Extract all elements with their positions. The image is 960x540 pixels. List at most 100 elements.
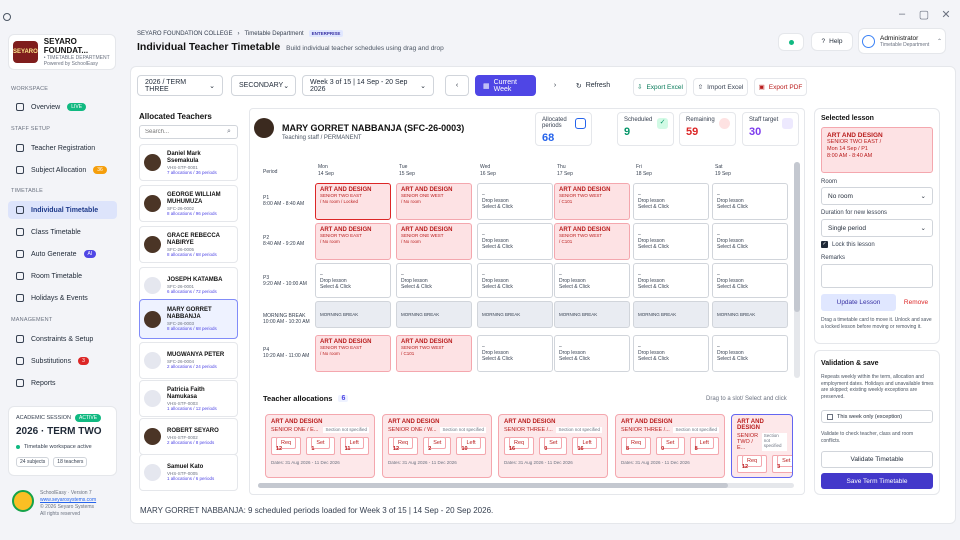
- week-select[interactable]: Week 3 of 15 | 14 Sep - 20 Sep 2026 ⌄: [302, 75, 434, 96]
- remarks-input[interactable]: [821, 264, 933, 288]
- breadcrumb-school[interactable]: SEYARO FOUNDATION COLLEGE: [137, 30, 233, 37]
- nav-subject-allocation[interactable]: Subject Allocation 36: [8, 161, 117, 179]
- close-button[interactable]: ✕: [941, 9, 951, 21]
- prev-week-button[interactable]: ‹: [445, 75, 469, 96]
- maximize-button[interactable]: ▢: [918, 9, 930, 21]
- empty-slot[interactable]: – Drop lesson Select & Click: [712, 183, 788, 220]
- empty-slot[interactable]: – Drop lesson Select & Click: [554, 335, 630, 372]
- nav-individual-timetable[interactable]: Individual Timetable: [8, 201, 117, 219]
- nav-room-timetable[interactable]: Room Timetable: [8, 267, 117, 285]
- period-time: 10:20 AM - 11:00 AM: [263, 353, 310, 359]
- remove-lesson-button[interactable]: Remove: [903, 299, 929, 306]
- save-term-timetable-button[interactable]: Save Term Timetable: [821, 473, 933, 489]
- stat-allocated: Allocated periods 68: [535, 112, 592, 146]
- help-button[interactable]: ? Help: [811, 32, 853, 51]
- validate-timetable-button[interactable]: Validate Timetable: [821, 451, 933, 468]
- nav-reports[interactable]: Reports: [8, 374, 117, 392]
- allocation-card[interactable]: ART AND DESIGN SENIOR ONE / W... Section n…: [382, 414, 492, 478]
- footer-url[interactable]: www.seyarosystems.com: [40, 497, 97, 503]
- day-header: Tue 15 Sep: [399, 164, 415, 177]
- this-week-checkbox[interactable]: [827, 413, 833, 420]
- day-header: Thu 17 Sep: [557, 164, 573, 177]
- empty-slot[interactable]: – Drop lesson Select & Click: [633, 335, 709, 372]
- minimize-button[interactable]: –: [898, 8, 906, 20]
- user-menu[interactable]: Administrator Timetable Department ⌃: [858, 28, 946, 54]
- lesson-cell[interactable]: ART AND DESIGN SENIOR TWO WEST / C101: [396, 335, 472, 372]
- section-select[interactable]: SECONDARY ⌄: [231, 75, 296, 96]
- subject-count-badge: 36: [93, 166, 107, 174]
- breadcrumb-department[interactable]: Timetable Department: [244, 30, 304, 37]
- lesson-cell[interactable]: ART AND DESIGN SENIOR TWO WEST / C101: [554, 223, 630, 260]
- teacher-search-input[interactable]: [139, 125, 238, 139]
- allocation-card[interactable]: ART AND DESIGN SENIOR ONE / E... Section n…: [265, 414, 375, 478]
- slot-drop-text: Drop lesson: [482, 278, 509, 284]
- empty-slot[interactable]: – Drop lesson Select & Click: [633, 183, 709, 220]
- lesson-subject: ART AND DESIGN: [401, 339, 453, 345]
- allocation-card[interactable]: ART AND DESIGN SENIOR THREE /... Section n…: [615, 414, 725, 478]
- duration-select[interactable]: Single period ⌄: [821, 219, 933, 237]
- export-pdf-button[interactable]: ▣ Export PDF: [754, 78, 807, 96]
- slot-select-text: Select & Click: [638, 244, 669, 250]
- nav-auto-generate-label: Auto Generate: [31, 250, 77, 258]
- horizontal-scrollbar[interactable]: [258, 483, 794, 488]
- teacher-card[interactable]: GEORGE WILLIAM MUHUMUZA SFC-26-0002 8 allo…: [139, 185, 238, 222]
- room-select[interactable]: No room ⌄: [821, 187, 933, 205]
- lesson-subject: ART AND DESIGN: [320, 187, 372, 193]
- stat-scheduled: Scheduled 9 ✓: [617, 112, 674, 146]
- teacher-card[interactable]: Patricia Faith Namukasa VHS-STF-0003 1 all…: [139, 380, 238, 417]
- empty-slot[interactable]: – Drop lesson Select & Click: [712, 335, 788, 372]
- empty-slot[interactable]: – Drop lesson Select & Click: [712, 223, 788, 260]
- empty-slot[interactable]: – Drop lesson Select & Click: [477, 223, 553, 260]
- vertical-scrollbar[interactable]: [794, 162, 800, 378]
- next-week-button[interactable]: ›: [543, 75, 567, 96]
- teacher-card[interactable]: MARY GORRET NABBANJA SFC-26-0003 8 allocat…: [139, 299, 238, 339]
- current-week-button[interactable]: ▦ Current Week: [475, 75, 536, 96]
- allocation-card[interactable]: ART AND DESIGN SENIOR TWO / E... Section n…: [731, 414, 793, 478]
- allocation-card[interactable]: ART AND DESIGN SENIOR THREE /... Section n…: [498, 414, 608, 478]
- lesson-cell[interactable]: ART AND DESIGN SENIOR TWO EAST / No room: [315, 223, 391, 260]
- page-title-row: Individual Teacher Timetable Build indiv…: [137, 41, 444, 53]
- section-staff: STAFF SETUP: [11, 126, 51, 132]
- home-icon: [16, 103, 24, 111]
- term-select[interactable]: 2026 / TERM THREE ⌄: [137, 75, 223, 96]
- teacher-card[interactable]: GRACE REBECCA NABIRYE SFC-26-0005 8 alloca…: [139, 226, 238, 263]
- empty-slot[interactable]: – Drop lesson Select & Click: [477, 183, 553, 220]
- lesson-cell[interactable]: ART AND DESIGN SENIOR ONE WEST / No room: [396, 223, 472, 260]
- export-excel-button[interactable]: ⇩ Export Excel: [633, 78, 687, 96]
- selected-lesson-class: SENIOR TWO EAST /: [827, 139, 882, 145]
- lesson-cell[interactable]: ART AND DESIGN SENIOR TWO WEST / C101: [554, 183, 630, 220]
- allocations-title: Teacher allocations: [263, 394, 333, 403]
- empty-slot[interactable]: – Drop lesson Select & Click: [477, 335, 553, 372]
- empty-slot[interactable]: – Drop lesson Select & Click: [396, 263, 472, 298]
- teacher-card[interactable]: Samuel Kato VHS-STF-0005 1 allocations / 6…: [139, 454, 238, 491]
- lesson-cell[interactable]: ART AND DESIGN SENIOR ONE WEST / No room: [396, 183, 472, 220]
- nav-constraints[interactable]: Constraints & Setup: [8, 330, 117, 348]
- teacher-photo: [144, 195, 161, 212]
- lesson-cell[interactable]: ART AND DESIGN SENIOR TWO EAST / No room: [315, 335, 391, 372]
- slot-drop-text: Drop lesson: [717, 350, 744, 356]
- lesson-cell[interactable]: ART AND DESIGN SENIOR TWO EAST / No room /…: [315, 183, 391, 220]
- lock-checkbox[interactable]: ✓: [821, 241, 828, 248]
- empty-slot[interactable]: – Drop lesson Select & Click: [633, 263, 709, 298]
- scrollbar-thumb[interactable]: [794, 162, 800, 312]
- this-week-only-option[interactable]: This week only (exception): [821, 410, 933, 423]
- update-lesson-button[interactable]: Update Lesson: [821, 294, 896, 311]
- nav-class-timetable[interactable]: Class Timetable: [8, 223, 117, 241]
- empty-slot[interactable]: – Drop lesson Select & Click: [315, 263, 391, 298]
- empty-slot[interactable]: – Drop lesson Select & Click: [477, 263, 553, 298]
- empty-slot[interactable]: – Drop lesson Select & Click: [554, 263, 630, 298]
- nav-teacher-registration[interactable]: Teacher Registration: [8, 139, 117, 157]
- teacher-code: VHS-STF-0003: [167, 400, 198, 406]
- nav-holidays[interactable]: Holidays & Events: [8, 289, 117, 307]
- nav-auto-generate[interactable]: Auto Generate AI: [8, 245, 117, 263]
- empty-slot[interactable]: – Drop lesson Select & Click: [712, 263, 788, 298]
- teacher-card[interactable]: MUGWANYA PETER SFC-26-0004 2 allocations /…: [139, 342, 238, 379]
- empty-slot[interactable]: – Drop lesson Select & Click: [633, 223, 709, 260]
- teacher-card[interactable]: ROBERT SEYARO VHS-STF-0002 2 allocations /…: [139, 418, 238, 455]
- import-excel-button[interactable]: ⇧ Import Excel: [693, 78, 748, 96]
- scrollbar-thumb[interactable]: [258, 483, 728, 488]
- refresh-button[interactable]: ↻ Refresh: [570, 75, 616, 96]
- nav-substitutions[interactable]: Substitutions 3: [8, 352, 117, 370]
- nav-overview[interactable]: Overview LIVE: [8, 98, 117, 116]
- teacher-card[interactable]: Daniel Mark Ssemakula VHS-STF-0001 7 alloc…: [139, 144, 238, 181]
